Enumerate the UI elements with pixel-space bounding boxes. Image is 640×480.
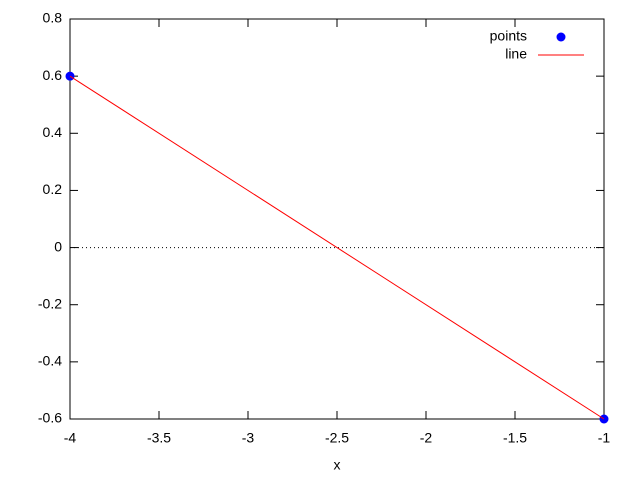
- y-tick-label: -0.2: [38, 295, 62, 311]
- legend-key: [556, 32, 566, 42]
- y-tick-label: 0.6: [43, 67, 63, 83]
- y-tick-label: -0.4: [38, 353, 62, 369]
- data-line: [69, 75, 605, 420]
- x-tick-label: -2.5: [325, 430, 349, 446]
- x-tick-label: -2: [420, 430, 433, 446]
- y-tick-label: 0.2: [43, 181, 63, 197]
- legend-label: line: [505, 46, 527, 62]
- x-tick-label: -1: [598, 430, 611, 446]
- x-tick-label: -3.5: [147, 430, 171, 446]
- y-tick-label: 0.4: [43, 124, 63, 140]
- plot-frame: [69, 18, 605, 420]
- y-tick-label: 0: [54, 238, 62, 254]
- x-tick-label: -3: [242, 430, 255, 446]
- y-tick-label: -0.6: [38, 410, 62, 426]
- x-tick-label: -1.5: [503, 430, 527, 446]
- legend-label: points: [490, 28, 527, 44]
- x-tick-label: -4: [64, 430, 77, 446]
- x-axis-label: x: [334, 457, 341, 473]
- y-tick-label: 0.8: [43, 10, 63, 26]
